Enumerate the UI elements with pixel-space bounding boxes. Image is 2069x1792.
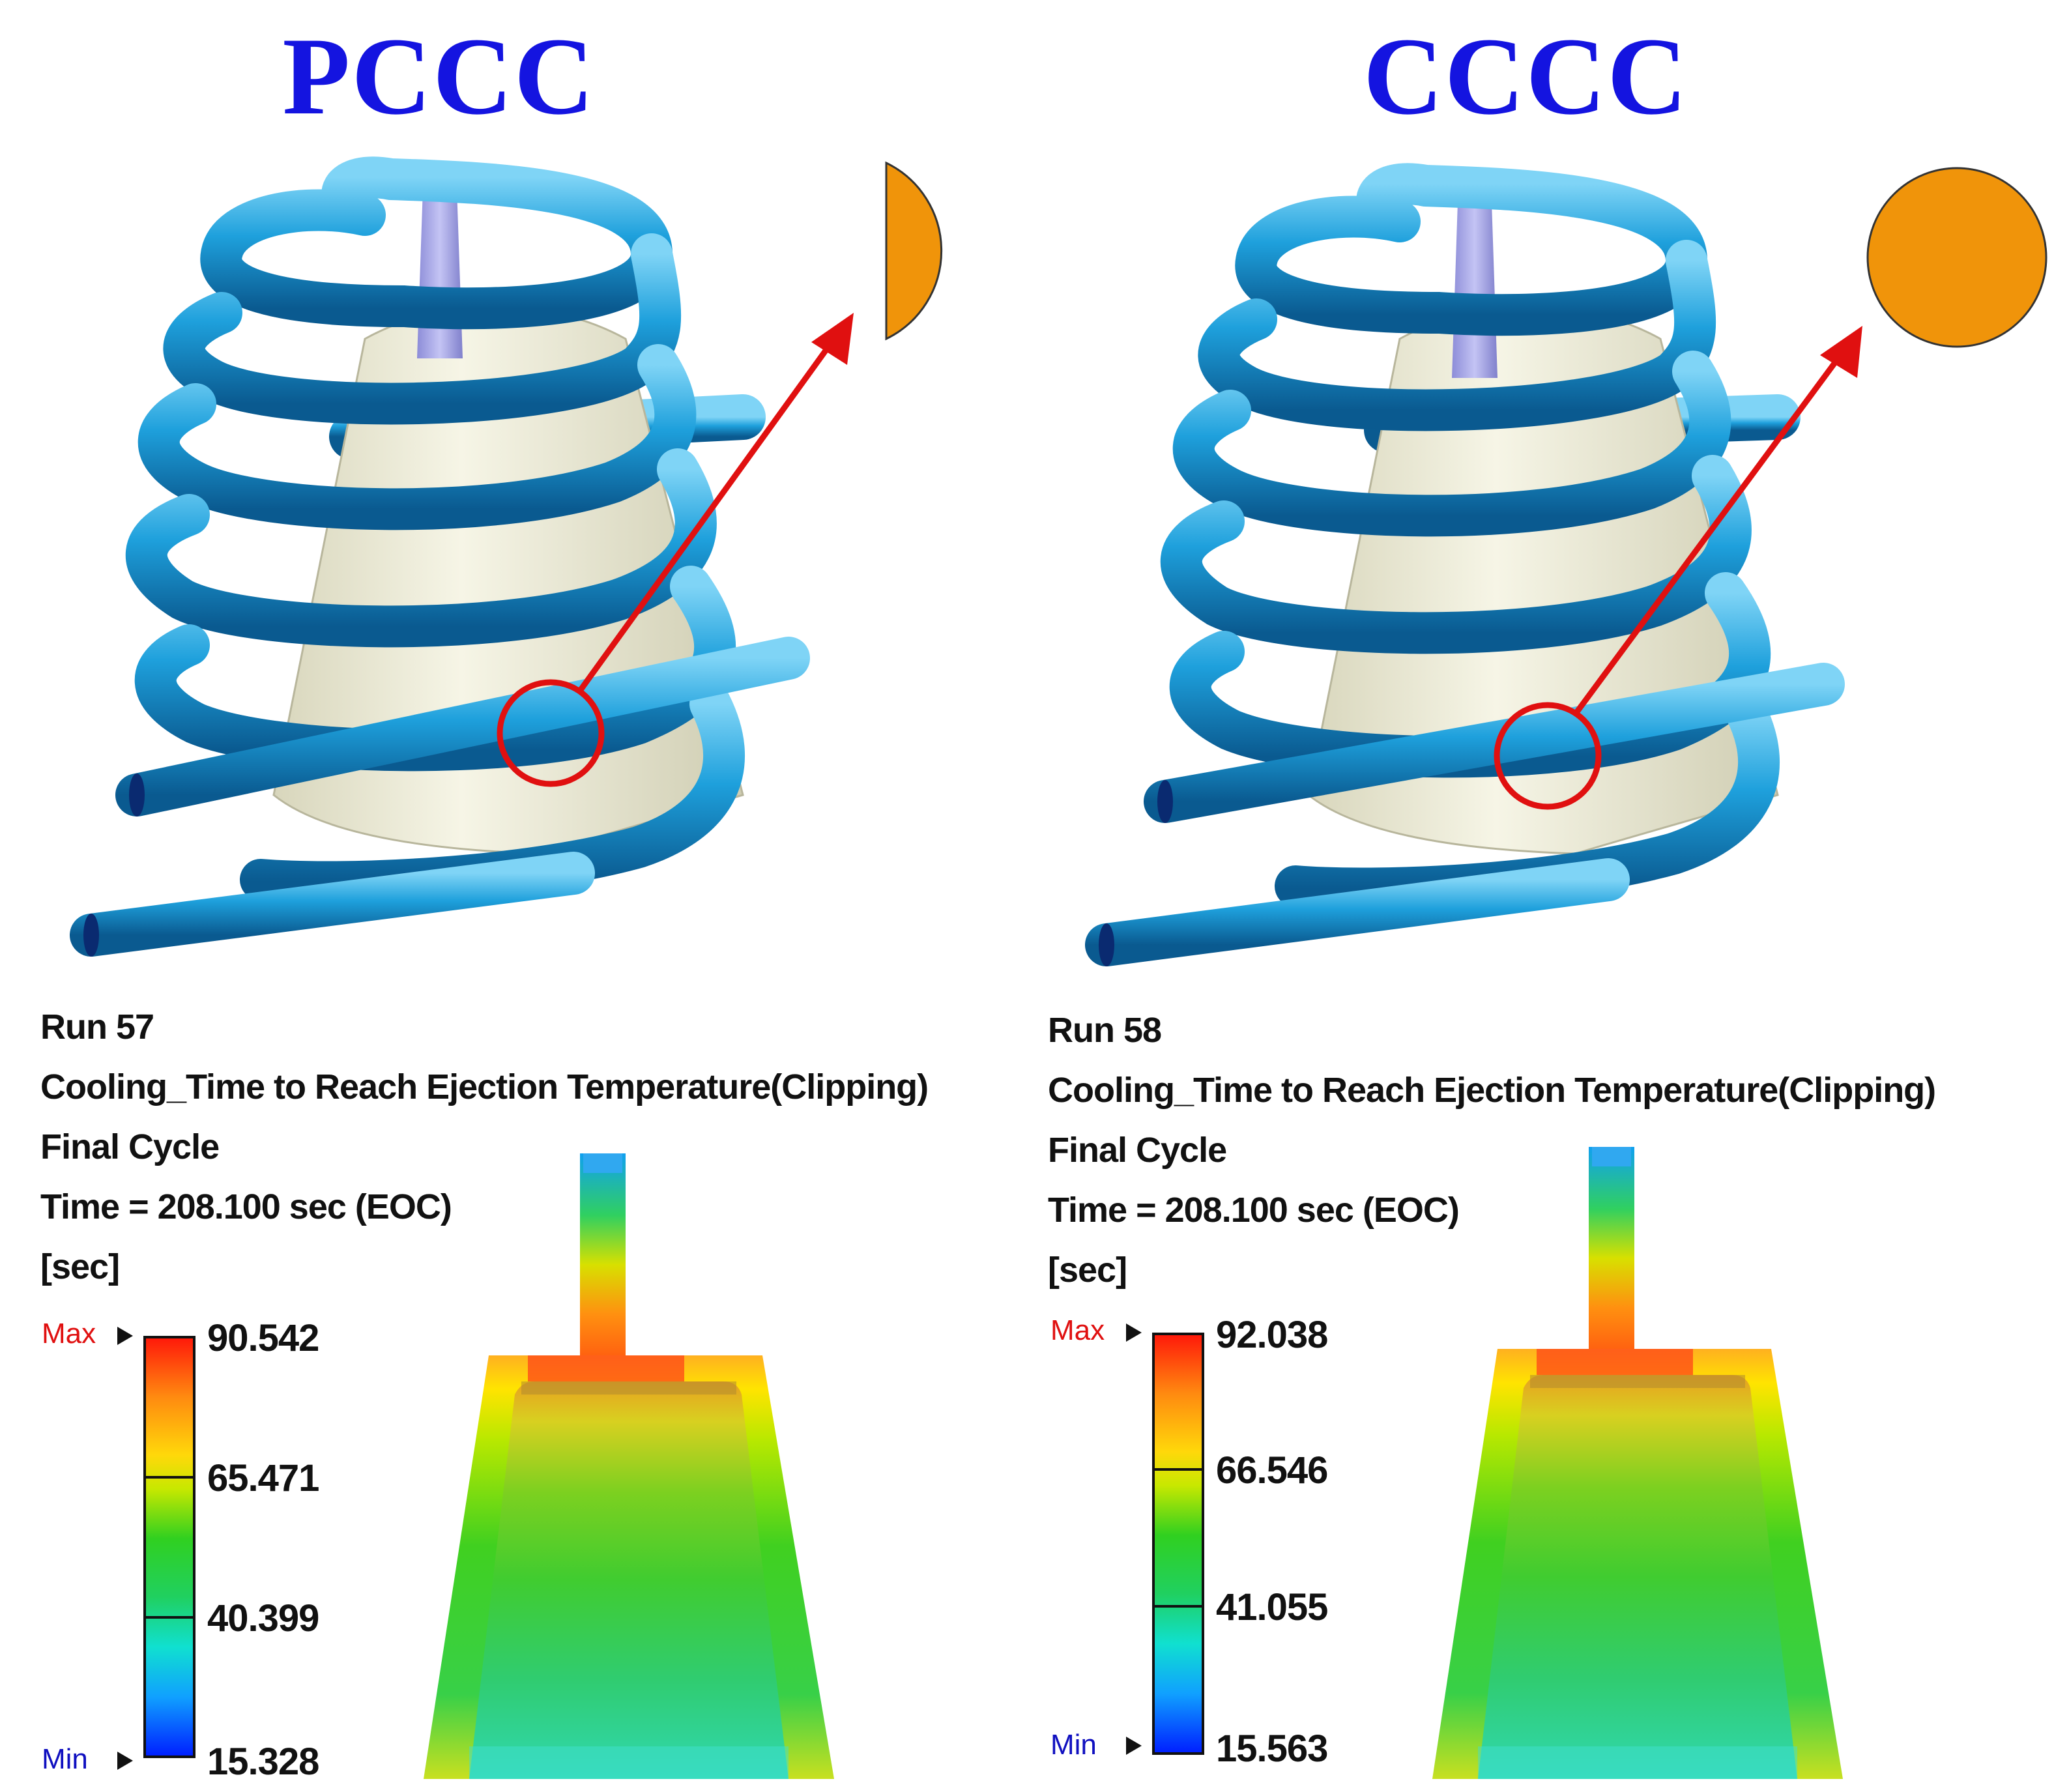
legend-color-bar (143, 1336, 195, 1758)
legend-min-tag: Min (42, 1743, 88, 1775)
legend-value-upper: 65.471 (207, 1457, 319, 1499)
legend-max-arrow-icon (1126, 1323, 1142, 1342)
channel-cross-section (885, 161, 943, 341)
color-legend: Max 92.038 66.546 41.055 15.563 Min (1048, 1314, 1387, 1770)
legend-min-tag: Min (1050, 1729, 1097, 1761)
cooling-time-section-view (424, 1153, 834, 1779)
cooling-channel-3d-view (70, 156, 943, 957)
legend-value-min: 15.563 (1216, 1727, 1328, 1770)
panel-pccc: PCCC (0, 0, 1034, 1792)
color-legend: Max 90.542 65.471 40.399 15.328 Min (39, 1317, 378, 1783)
channel-cross-section (1866, 167, 2047, 348)
legend-tick (1152, 1468, 1204, 1471)
unit-label: [sec] (1048, 1250, 1127, 1290)
config-title: PCCC (282, 15, 596, 137)
straight-channel-lower (70, 637, 810, 957)
result-name: Cooling_Time to Reach Ejection Temperatu… (40, 1067, 929, 1106)
legend-max-arrow-icon (117, 1327, 133, 1345)
cooling-channel-3d-view (1085, 163, 2047, 966)
callout (1494, 326, 1862, 810)
run-label: Run 58 (1048, 1011, 1162, 1050)
callout (497, 313, 854, 787)
legend-value-max: 90.542 (207, 1317, 319, 1359)
result-info: Run 57 Cooling_Time to Reach Ejection Te… (40, 997, 929, 1297)
legend-min-arrow-icon (117, 1752, 133, 1770)
result-info: Run 58 Cooling_Time to Reach Ejection Te… (1048, 1000, 1936, 1300)
unit-label: [sec] (40, 1247, 120, 1286)
legend-value-lower: 41.055 (1216, 1586, 1328, 1628)
legend-value-upper: 66.546 (1216, 1449, 1328, 1492)
straight-channel-lower (1085, 663, 1845, 966)
legend-color-bar (1152, 1333, 1204, 1755)
result-name: Cooling_Time to Reach Ejection Temperatu… (1048, 1071, 1936, 1110)
legend-tick (143, 1476, 195, 1479)
time-label: Time = 208.100 sec (EOC) (1048, 1191, 1460, 1230)
legend-max-tag: Max (42, 1318, 96, 1350)
legend-min-arrow-icon (1126, 1737, 1142, 1755)
legend-tick (1152, 1605, 1204, 1608)
panel-cccc: CCCC (1035, 0, 2069, 1792)
legend-value-max: 92.038 (1216, 1314, 1328, 1356)
legend-value-lower: 40.399 (207, 1597, 319, 1640)
legend-max-tag: Max (1050, 1314, 1105, 1346)
time-label: Time = 208.100 sec (EOC) (40, 1187, 452, 1226)
cycle-label: Final Cycle (1048, 1131, 1227, 1170)
legend-value-min: 15.328 (207, 1741, 319, 1783)
cycle-label: Final Cycle (40, 1127, 220, 1166)
run-label: Run 57 (40, 1007, 154, 1047)
legend-tick (143, 1616, 195, 1619)
cooling-time-section-view (1432, 1147, 1843, 1779)
helical-cooling-channel (1161, 163, 1780, 910)
config-title: CCCC (1363, 15, 1689, 137)
